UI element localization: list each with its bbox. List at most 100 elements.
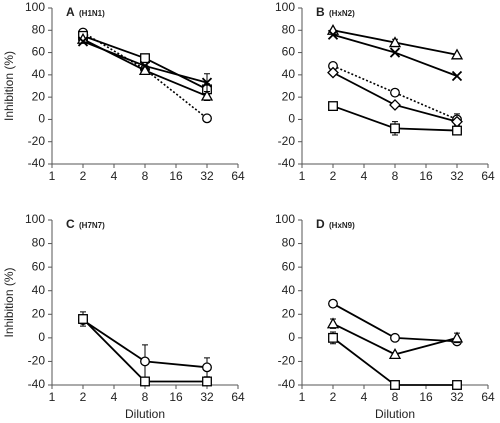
panel-label: D (316, 217, 325, 231)
y-axis-label: Inhibition (%) (2, 267, 16, 337)
y-tick-label: 100 (25, 212, 45, 226)
y-tick-label: 60 (32, 45, 46, 59)
x-tick-label: 32 (200, 169, 214, 183)
y-tick-label: 0 (288, 112, 295, 126)
x-tick-label: 4 (111, 169, 118, 183)
panel: -40 -20 0 20 40 60 80 100 1 2 4 8 16 32 64 B (HxN2) (275, 0, 495, 183)
x-tick-label: 2 (330, 169, 337, 183)
x-tick-label: 32 (200, 390, 214, 404)
marker (390, 332, 400, 343)
x-tick-label: 4 (361, 390, 368, 404)
y-axis-label: Inhibition (%) (2, 51, 16, 121)
y-tick-label: 80 (282, 236, 296, 250)
y-tick-label: -40 (28, 377, 46, 391)
x-tick-label: 16 (169, 169, 183, 183)
marker (77, 36, 89, 47)
marker (140, 53, 150, 64)
x-tick-label: 64 (481, 169, 495, 183)
x-tick-label: 1 (299, 169, 306, 183)
marker (328, 332, 338, 343)
y-tick-label: 80 (32, 22, 46, 36)
y-tick-label: 40 (32, 283, 46, 297)
x-tick-label: 1 (49, 390, 56, 404)
marker (390, 87, 400, 98)
y-tick-label: 0 (38, 330, 45, 344)
y-tick-label: 60 (282, 259, 296, 273)
marker (388, 36, 402, 48)
x-tick-label: 64 (231, 390, 245, 404)
panel-title: (HxN2) (329, 9, 355, 18)
marker (327, 29, 339, 40)
y-tick-label: 60 (32, 259, 46, 273)
marker (388, 348, 402, 360)
panel-title: (H1N1) (79, 9, 105, 18)
y-tick-label: -20 (278, 134, 296, 148)
marker (139, 60, 151, 72)
x-tick-label: 2 (80, 169, 87, 183)
marker (202, 113, 212, 124)
marker (140, 356, 150, 367)
marker (389, 47, 401, 58)
marker (390, 380, 400, 390)
y-tick-label: 0 (288, 330, 295, 344)
panel-title: (H7N7) (79, 221, 105, 230)
y-tick-label: 40 (32, 67, 46, 81)
panel-title: (HxN9) (329, 221, 355, 230)
y-tick-label: 100 (25, 0, 45, 14)
marker (328, 101, 338, 112)
marker (202, 376, 212, 387)
x-axis-label: Dilution (375, 407, 415, 421)
y-tick-label: -40 (278, 377, 296, 391)
marker (200, 89, 214, 101)
marker (452, 380, 462, 390)
panel: -40 -20 0 20 40 60 80 100 1 2 4 8 16 32 64 A (H1N1) Inhib… (2, 0, 245, 183)
x-tick-label: 8 (142, 169, 149, 183)
marker (328, 298, 338, 309)
x-tick-label: 64 (481, 390, 495, 404)
y-tick-label: -40 (278, 156, 296, 170)
x-tick-label: 8 (392, 390, 399, 404)
marker (202, 362, 212, 373)
x-tick-label: 2 (330, 390, 337, 404)
y-tick-label: -20 (28, 354, 46, 368)
y-tick-label: -20 (278, 354, 296, 368)
panel-label: A (66, 5, 75, 19)
y-tick-label: 60 (282, 45, 296, 59)
y-tick-label: 40 (282, 67, 296, 81)
y-tick-label: 100 (275, 212, 295, 226)
marker (450, 48, 464, 60)
x-tick-label: 32 (450, 390, 464, 404)
marker (201, 77, 213, 88)
y-tick-label: 80 (282, 22, 296, 36)
marker (78, 314, 88, 324)
x-tick-label: 8 (142, 390, 149, 404)
y-tick-label: 20 (282, 89, 296, 103)
series-line (82, 31, 208, 119)
y-tick-label: -40 (28, 156, 46, 170)
marker (140, 376, 150, 387)
x-tick-label: 8 (392, 169, 399, 183)
y-tick-label: 0 (38, 112, 45, 126)
marker (326, 317, 340, 329)
panel: -40 -20 0 20 40 60 80 100 1 2 4 8 16 32 64 D (HxN9) Dilut… (275, 212, 495, 421)
marker (327, 66, 339, 79)
y-tick-label: 20 (282, 306, 296, 320)
x-tick-label: 16 (169, 390, 183, 404)
series-line (332, 337, 457, 386)
x-tick-label: 16 (419, 169, 433, 183)
y-tick-label: 100 (275, 0, 295, 14)
y-tick-label: -20 (28, 134, 46, 148)
x-tick-label: 4 (111, 390, 118, 404)
marker (452, 125, 462, 136)
panel-label: C (66, 217, 75, 231)
x-axis-label: Dilution (125, 407, 165, 421)
x-tick-label: 1 (49, 169, 56, 183)
x-tick-label: 16 (419, 390, 433, 404)
y-tick-label: 20 (32, 306, 46, 320)
y-tick-label: 40 (282, 283, 296, 297)
marker (450, 331, 464, 343)
marker (389, 99, 401, 111)
panel-label: B (316, 5, 325, 19)
marker (138, 64, 152, 76)
marker (451, 70, 463, 82)
